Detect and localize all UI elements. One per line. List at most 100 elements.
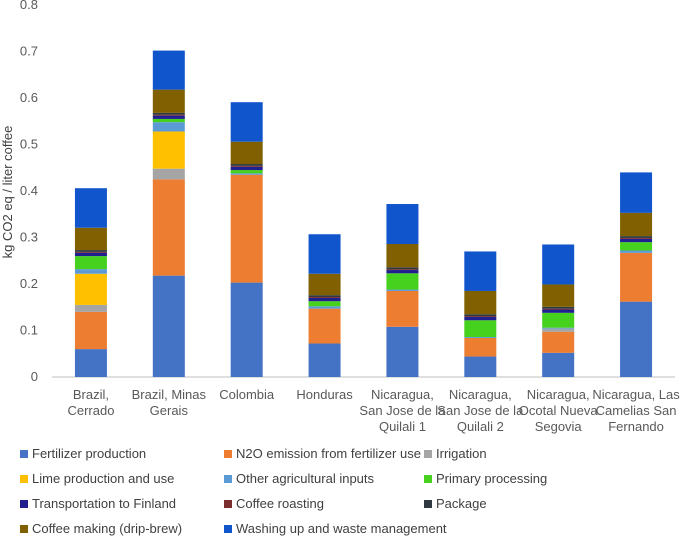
bar-segment (308, 297, 341, 298)
bar-segment (230, 174, 263, 283)
x-category-label-line: Gerais (150, 403, 189, 418)
bar-segment (308, 234, 341, 274)
y-tick-label: 0.5 (20, 137, 38, 152)
bar-segment (386, 289, 419, 291)
bar-segment (542, 306, 575, 309)
legend-item: Coffee roasting (224, 496, 324, 511)
bar-segment (230, 170, 263, 174)
y-tick-label: 0.3 (20, 230, 38, 245)
bar-segment (230, 165, 263, 167)
legend-swatch (224, 474, 232, 483)
bar-segment (620, 238, 653, 243)
bar-segment (386, 273, 419, 290)
legend-swatch (20, 474, 28, 483)
bar-segment (620, 301, 653, 377)
x-category-label: Brazil, Minas Gerais (132, 387, 207, 418)
x-category-label-line: Quilali 1 (379, 419, 426, 434)
bar-segment (308, 295, 341, 298)
bar-segment (308, 297, 341, 302)
bar-segment (152, 131, 185, 169)
x-category-label: Colombia (219, 387, 275, 402)
bar-segment (230, 102, 263, 142)
legend-swatch (20, 499, 28, 508)
legend-label: N2O emission from fertilizer use (236, 446, 421, 461)
x-category-label: Nicaragua, San Jose de la Quilali 2 (437, 387, 524, 434)
bar-segment (308, 308, 341, 344)
bar-segment (74, 256, 107, 270)
x-category-label-line: San Jose de la (359, 403, 446, 418)
bar-segment (308, 306, 341, 309)
y-axis-ticks: 0 0.1 0.2 0.3 0.4 0.5 0.6 0.7 0.8 (20, 0, 38, 384)
x-category-label: Nicaragua, San Jose de la Quilali 1 (359, 387, 446, 434)
legend-swatch (224, 499, 232, 508)
x-category-label: Nicaragua, Las Camelias San Fernando (592, 387, 680, 434)
bar-segment (620, 172, 653, 213)
bar-segment (74, 304, 107, 312)
bar-segment (74, 273, 107, 305)
bar-segment (386, 290, 419, 327)
bar-segment (464, 320, 497, 338)
legend-item: Washing up and waste management (224, 521, 447, 536)
bar-segment (308, 301, 341, 307)
y-tick-label: 0.7 (20, 44, 38, 59)
bar-segment (230, 164, 263, 166)
legend-item: Irrigation (424, 446, 487, 461)
bar-segment (542, 312, 575, 328)
x-category-label-line: Cerrado (67, 403, 114, 418)
legend-label: Coffee making (drip-brew) (32, 521, 183, 536)
bar-segment (230, 173, 263, 175)
x-category-label-line: Nicaragua, (449, 387, 512, 402)
bar-segment (386, 244, 419, 268)
bar-segment (620, 236, 653, 238)
bar-segment (542, 328, 575, 332)
bar-segment (152, 275, 185, 377)
x-axis-labels: Brazil, Cerrado Brazil, Minas Gerais Colombi… (67, 387, 680, 434)
bar-segment (542, 352, 575, 377)
x-category-label: Brazil, Cerrado (67, 387, 114, 418)
x-category-label-line: Segovia (535, 419, 583, 434)
x-category-label-line: Ocotal Nueva (519, 403, 599, 418)
bar-segment (308, 343, 341, 377)
bar-segment (152, 89, 185, 113)
bar-segment (386, 204, 419, 245)
bar-segment (620, 212, 653, 237)
legend-item: Lime production and use (20, 471, 174, 486)
bar-segment (620, 242, 653, 251)
y-tick-label: 0.4 (20, 183, 38, 198)
bar-segment (152, 168, 185, 180)
bar-segment (230, 166, 263, 171)
bar-segment (464, 290, 497, 315)
y-tick-label: 0.2 (20, 276, 38, 291)
bar-segment (620, 252, 653, 302)
bar-segment (230, 141, 263, 165)
bar-segment (542, 284, 575, 307)
legend-item: Other agricultural inputs (224, 471, 374, 486)
bar-segment (464, 316, 497, 318)
bar-segment (308, 273, 341, 296)
bar-segment (386, 267, 419, 270)
bar-segment (74, 349, 107, 377)
x-category-label-line: Fernando (608, 419, 664, 434)
legend-swatch (224, 449, 232, 458)
legend-label: Coffee roasting (236, 496, 324, 511)
bar-segment (386, 270, 419, 274)
bar-segment (152, 115, 185, 119)
bar-segment (542, 331, 575, 353)
bar-segment (464, 314, 497, 317)
legend-label: Primary processing (436, 471, 548, 486)
bar-segment (152, 118, 185, 123)
bar-segment (542, 327, 575, 329)
legend-swatch (424, 499, 432, 508)
legend-swatch (224, 524, 232, 533)
bar-segment (464, 337, 497, 338)
bar-segment (464, 317, 497, 321)
bar-segment (74, 188, 107, 228)
legend: Fertilizer production N2O emission from f… (20, 446, 680, 536)
legend-swatch (424, 474, 432, 483)
legend-item: Fertilizer production (20, 446, 146, 461)
x-category-label-line: Colombia (219, 387, 275, 402)
legend-swatch (20, 524, 28, 533)
legend-swatch (20, 449, 28, 458)
y-tick-label: 0.1 (20, 323, 38, 338)
x-category-label-line: Honduras (296, 387, 353, 402)
